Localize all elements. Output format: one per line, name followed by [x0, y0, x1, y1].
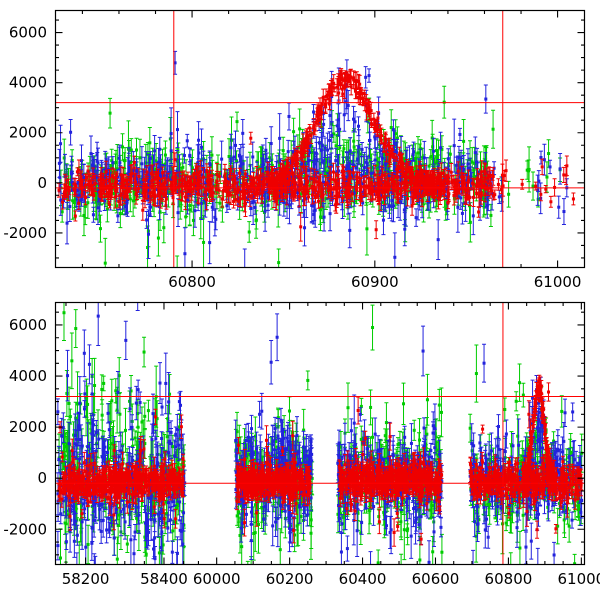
light-curve-chart-canvas — [0, 0, 600, 600]
light-curve-figure — [0, 0, 600, 600]
